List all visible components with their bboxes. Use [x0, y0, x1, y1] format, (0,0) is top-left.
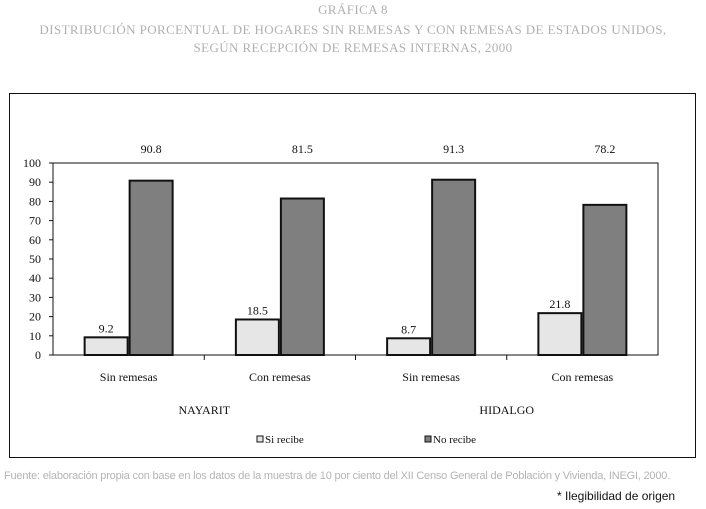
legend-label: No recibe [433, 434, 476, 446]
legend-swatch [424, 435, 432, 443]
x-category-label: Sin remesas [100, 370, 158, 384]
x-category-label: Con remesas [552, 370, 614, 384]
x-category-label: Con remesas [249, 370, 311, 384]
bar-no-recibe [128, 179, 174, 356]
y-tick-label: 50 [29, 252, 41, 266]
y-tick-label: 0 [35, 348, 41, 362]
legend-swatch [256, 435, 264, 443]
y-tick-label: 70 [29, 214, 41, 228]
data-label: 81.5 [292, 142, 313, 156]
data-label: 90.8 [141, 142, 162, 156]
group-label: HIDALGO [479, 403, 534, 417]
bar-no-recibe [582, 203, 628, 356]
data-label: 8.7 [401, 322, 416, 336]
bar-si-recibe [234, 318, 280, 356]
bar-chart: 0 10 20 30 40 50 60 70 80 90 100 9.2 90.8 Sin remesas… [23, 142, 659, 446]
chart-frame: 0 10 20 30 40 50 60 70 80 90 100 9.2 90.8 Sin remesas… [9, 93, 696, 458]
bar-no-recibe [431, 178, 477, 357]
data-label: 21.8 [549, 297, 570, 311]
data-label: 9.2 [99, 321, 114, 335]
data-label: 78.2 [594, 142, 615, 156]
bar-si-recibe [386, 337, 432, 357]
bar-si-recibe [83, 336, 129, 356]
y-tick-label: 60 [29, 233, 41, 247]
group-label: NAYARIT [178, 403, 230, 417]
y-tick-label: 40 [29, 271, 41, 285]
source-note: Fuente: elaboración propia con base en l… [4, 470, 671, 482]
bar-no-recibe [279, 197, 325, 356]
chart-title-line-1: DISTRIBUCIÓN PORCENTUAL DE HOGARES SIN R… [39, 22, 667, 37]
legend-label: Si recibe [265, 434, 304, 446]
chart-label: GRÁFICA 8 [318, 2, 388, 17]
y-tick-label: 100 [23, 156, 41, 170]
chart-title-line-2: SEGÚN RECEPCIÓN DE REMESAS INTERNAS, 200… [193, 40, 513, 55]
y-tick-label: 10 [29, 329, 41, 343]
y-tick-label: 80 [29, 194, 41, 208]
y-tick-label: 90 [29, 175, 41, 189]
y-tick-label: 20 [29, 310, 41, 324]
x-category-label: Sin remesas [402, 370, 460, 384]
data-label: 18.5 [247, 303, 268, 317]
data-label: 91.3 [443, 142, 464, 156]
bar-si-recibe [537, 312, 583, 356]
y-tick-label: 30 [29, 290, 41, 304]
legibility-note: * Ilegibilidad de origen [557, 489, 676, 503]
